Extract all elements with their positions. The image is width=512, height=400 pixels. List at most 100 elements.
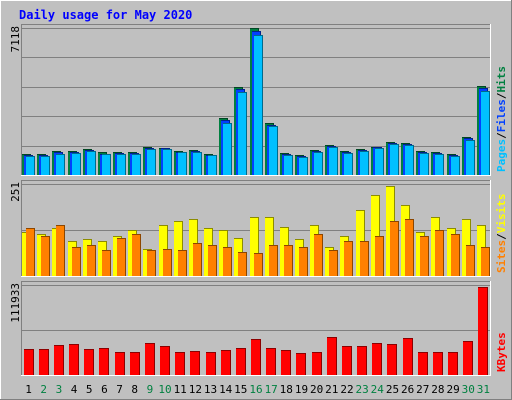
bar-pages [147,150,155,175]
bar-sites [390,222,398,276]
day-label: 28 [431,383,444,396]
day-label: 25 [386,383,399,396]
bar-pages [238,93,246,175]
bar-pages [56,155,64,175]
bar-sites [405,220,413,276]
bar-pages [178,153,186,175]
bar-sites [451,235,459,276]
bar-sites [117,239,125,276]
day-label: 14 [219,383,233,396]
legend-part: Pages [495,139,508,172]
bar-kbytes [145,344,154,375]
bar-pages [435,155,443,175]
day-label: 22 [340,383,353,396]
series-legend-label: KBytes [495,332,508,372]
bar-kbytes [84,350,93,375]
bar-pages [360,152,368,175]
bar-sites [178,251,186,276]
bar-kbytes [39,350,48,375]
bar-pages [193,153,201,175]
bar-sites [466,246,474,276]
bar-kbytes [372,344,381,375]
day-label: 15 [234,383,247,396]
legend-part: / [495,233,508,240]
bar-sites [238,253,246,276]
legend-part: Sites [495,240,508,273]
bar-sites [102,251,110,276]
bar-pages [329,148,337,175]
series-legend-label: Sites/Visits [495,194,508,274]
day-label: 18 [280,383,293,396]
bar-kbytes [24,350,33,375]
bar-pages [451,157,459,175]
bar-kbytes [357,347,366,375]
bar-visits [174,222,182,276]
bar-kbytes [403,339,412,375]
bar-pages [132,155,140,175]
series-legend-label: Pages/Files/Hits [495,66,508,172]
bar-pages [481,92,489,175]
bar-kbytes [221,351,230,375]
bar-kbytes [190,352,199,375]
bar-kbytes [54,346,63,375]
bar-kbytes [312,353,321,375]
bar-pages [254,36,262,175]
bar-pages [314,153,322,175]
day-label: 2 [40,383,47,396]
legend-part: KBytes [495,332,508,372]
bar-kbytes [206,353,215,375]
legend-part: Files [495,99,508,132]
legend-part: Hits [495,66,508,93]
day-label: 4 [71,383,78,396]
bar-sites [284,246,292,276]
bar-sites [223,248,231,276]
legend-part: Visits [495,194,508,234]
bar-sites [269,246,277,276]
chart-panels: 7118Pages/Files/Hits251Sites/Visits11193… [9,24,508,376]
y-max-label: 111933 [9,283,22,323]
bar-kbytes [160,347,169,375]
bar-kbytes [115,353,124,375]
bar-sites [314,235,322,276]
bar-kbytes [387,345,396,375]
bar-pages [117,155,125,175]
legend-part: / [495,92,508,99]
bar-kbytes [478,288,487,375]
day-label: 11 [174,383,187,396]
bar-kbytes [266,349,275,375]
bar-kbytes [463,342,472,375]
bar-pages [223,124,231,175]
bar-kbytes [236,349,245,375]
day-label: 1 [25,383,32,396]
day-label: 26 [401,383,414,396]
day-label: 13 [204,383,217,396]
bar-kbytes [342,347,351,375]
panel-kbytes: 111933 KBytes [9,281,508,376]
bar-pages [390,145,398,175]
bar-pages [102,155,110,175]
bar-sites [72,248,80,276]
bar-sites [208,246,216,276]
day-label: 9 [147,383,154,396]
bar-kbytes [433,353,442,375]
y-max-label: 251 [9,182,22,202]
bar-pages [208,156,216,175]
bar-sites [420,237,428,276]
bar-sites [132,235,140,276]
bar-kbytes [418,353,427,375]
bar-sites [344,242,352,276]
bar-kbytes [281,351,290,375]
day-label: 16 [249,383,262,396]
bar-sites [193,244,201,276]
bar-sites [375,237,383,276]
day-label: 5 [86,383,93,396]
bar-sites [87,246,95,276]
bar-kbytes [175,353,184,375]
bar-pages [163,150,171,175]
bar-pages [72,154,80,175]
bar-kbytes [69,345,78,375]
bar-pages [26,157,34,175]
